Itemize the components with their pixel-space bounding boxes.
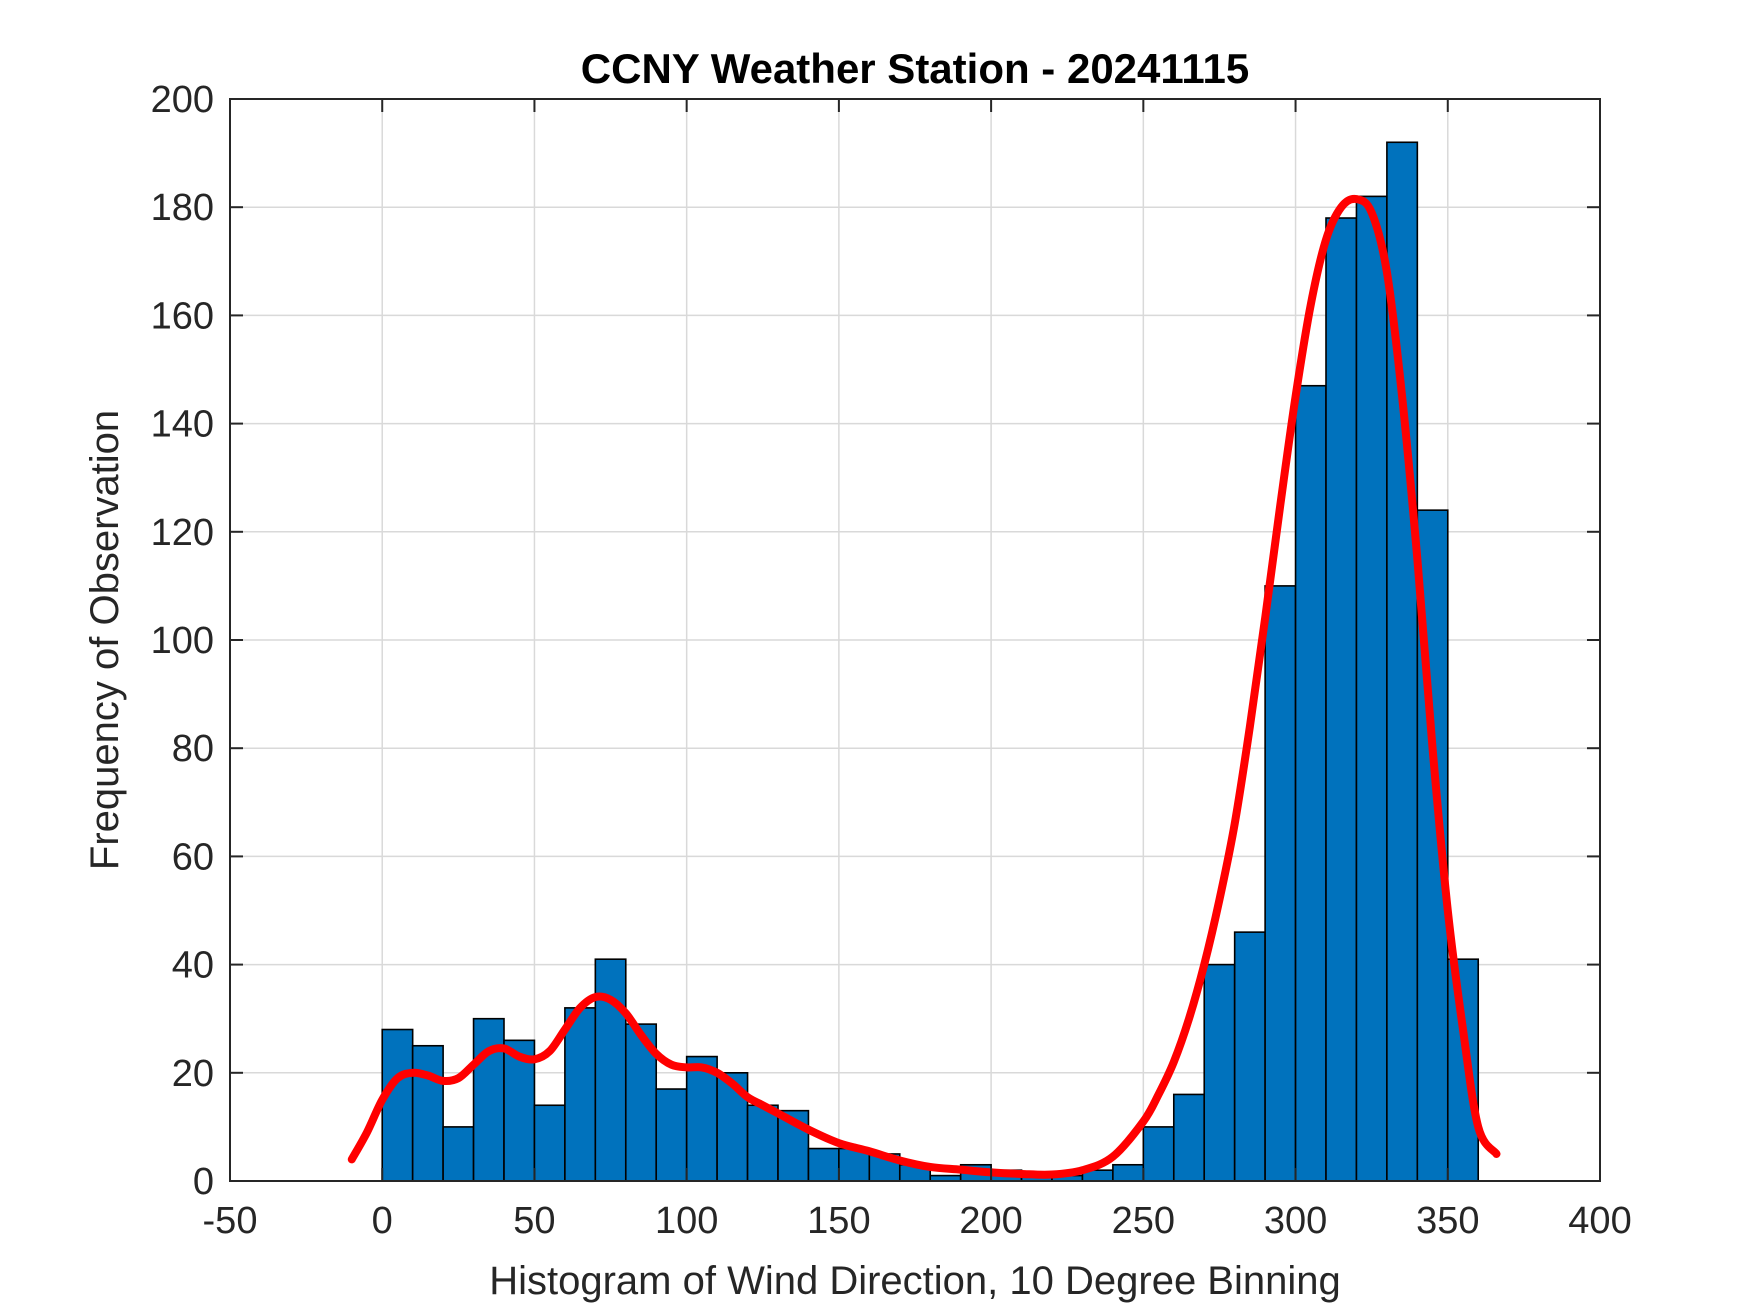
x-tick-label: 350 — [1416, 1200, 1479, 1242]
y-tick-label: 60 — [172, 836, 214, 878]
histogram-bar-100 — [685, 1055, 718, 1182]
y-tick-label: 180 — [151, 187, 214, 229]
y-tick-labels: 0 20 40 60 80 100 120 140 160 180 200 — [151, 79, 214, 1203]
fit-curve-layer — [347, 194, 1501, 1179]
histogram-bar-290 — [1264, 585, 1297, 1182]
histogram-bar-0 — [381, 1028, 414, 1182]
histogram-bar-10 — [411, 1044, 444, 1182]
histogram-bar-310 — [1325, 217, 1358, 1182]
y-tick-label: 120 — [151, 512, 214, 554]
y-tick-label: 40 — [172, 945, 214, 987]
x-tick-label: 200 — [959, 1200, 1022, 1242]
histogram-bar-70 — [594, 958, 627, 1182]
x-tick-label: 100 — [655, 1200, 718, 1242]
histogram-bars — [381, 141, 1480, 1182]
x-tick-label: 250 — [1112, 1200, 1175, 1242]
y-tick-label: 160 — [151, 295, 214, 337]
x-tick-label: -50 — [203, 1200, 258, 1242]
histogram-bar-270 — [1203, 963, 1236, 1182]
y-tick-label: 0 — [193, 1161, 214, 1203]
x-tick-label: 300 — [1264, 1200, 1327, 1242]
x-tick-label: 150 — [807, 1200, 870, 1242]
x-tick-label: 400 — [1568, 1200, 1631, 1242]
histogram-bar-30 — [472, 1017, 505, 1182]
fit-curve-line — [347, 194, 1501, 1179]
histogram-bar-300 — [1294, 384, 1327, 1182]
y-tick-label: 200 — [151, 79, 214, 121]
y-axis-label: Frequency of Observation — [83, 410, 127, 870]
chart-title: CCNY Weather Station - 20241115 — [581, 45, 1249, 92]
histogram-bar-120 — [746, 1104, 779, 1182]
axis-ticks — [229, 98, 1601, 1182]
histogram-bar-320 — [1355, 195, 1388, 1182]
histogram-bar-350 — [1446, 958, 1480, 1182]
y-tick-label: 100 — [151, 620, 214, 662]
histogram-bar-240 — [1112, 1163, 1145, 1182]
histogram-bar-280 — [1233, 931, 1266, 1182]
x-tick-labels: -50 0 50 100 150 200 250 300 350 400 — [203, 1200, 1632, 1242]
histogram-bar-90 — [655, 1088, 688, 1182]
x-tick-label: 0 — [372, 1200, 393, 1242]
y-tick-label: 20 — [172, 1053, 214, 1095]
histogram-bar-50 — [533, 1104, 566, 1182]
y-tick-label: 140 — [151, 404, 214, 446]
histogram-bar-140 — [807, 1147, 840, 1182]
y-tick-label: 80 — [172, 728, 214, 770]
histogram-bar-260 — [1172, 1093, 1206, 1182]
histogram-bar-60 — [564, 1007, 597, 1182]
x-axis-label: Histogram of Wind Direction, 10 Degree B… — [489, 1259, 1341, 1303]
x-tick-label: 50 — [513, 1200, 555, 1242]
histogram-bar-250 — [1142, 1126, 1175, 1182]
histogram-bar-20 — [442, 1126, 475, 1182]
